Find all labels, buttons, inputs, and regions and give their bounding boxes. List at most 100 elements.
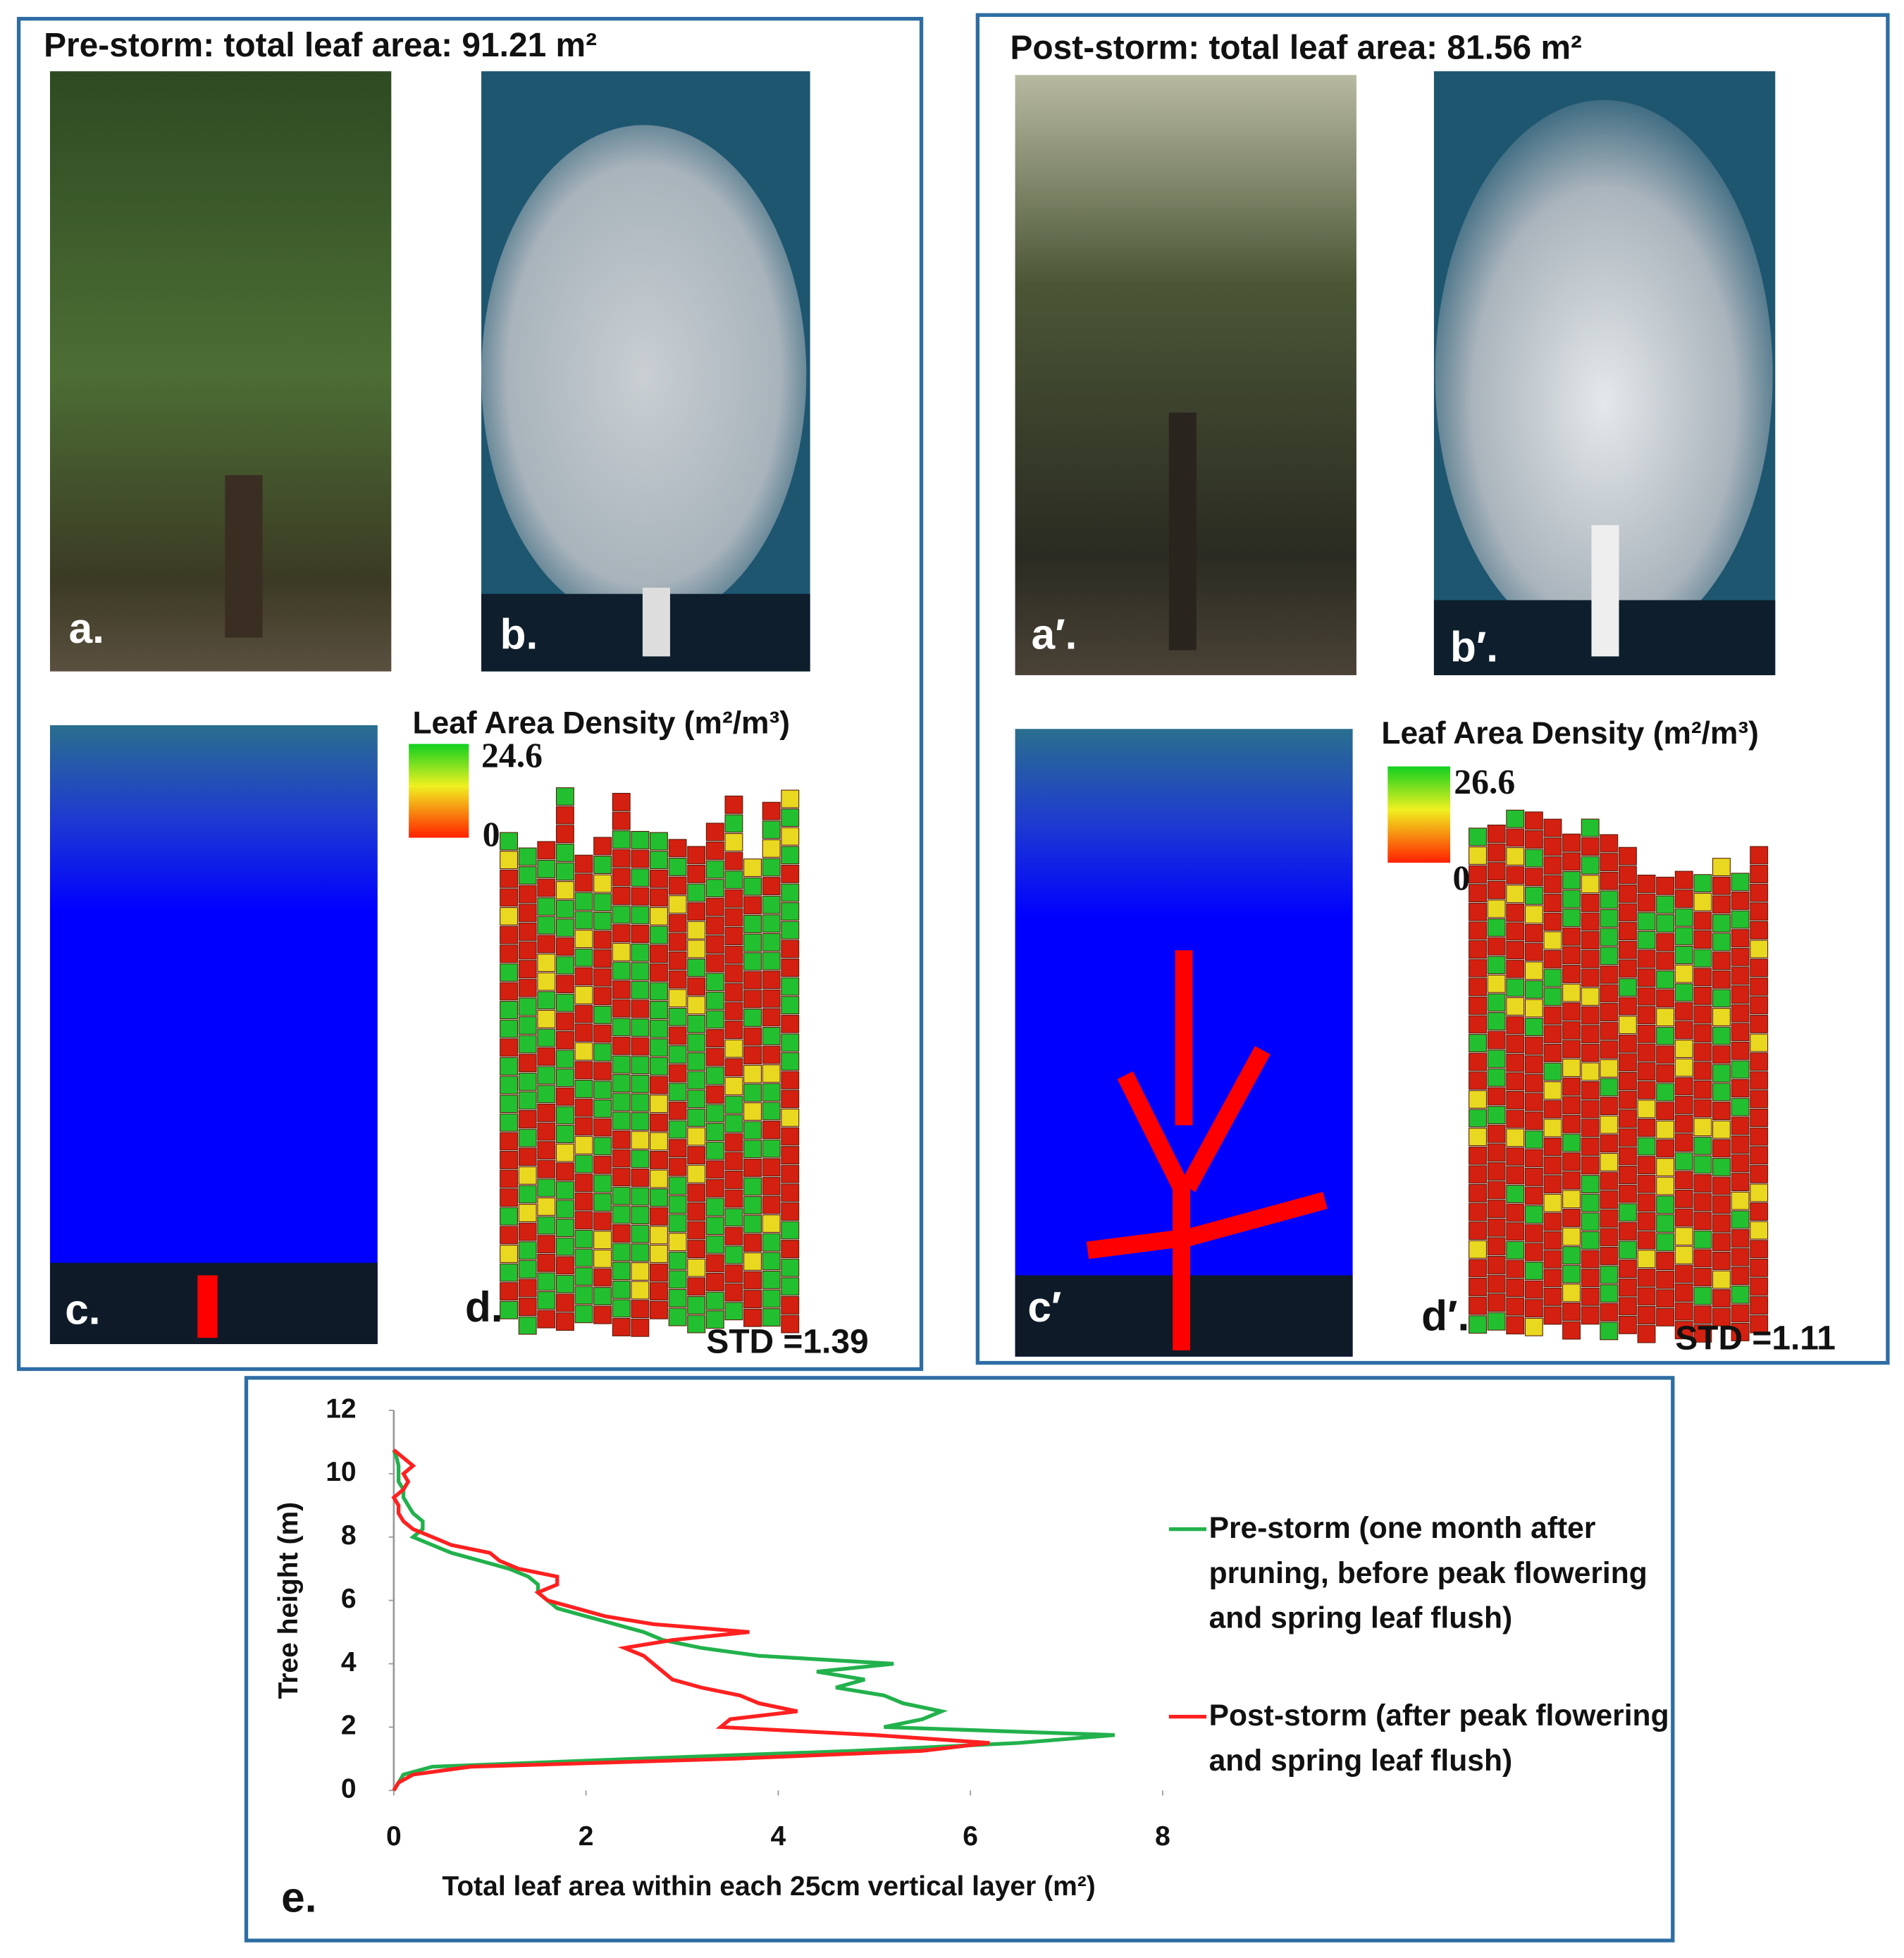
voxel <box>1562 965 1581 983</box>
voxel <box>1562 1227 1581 1246</box>
voxel <box>1506 1090 1525 1109</box>
voxel <box>1506 1035 1525 1054</box>
voxel <box>1693 874 1712 893</box>
voxel <box>1581 1006 1600 1025</box>
voxel <box>1506 1185 1525 1203</box>
voxel <box>1487 824 1506 843</box>
voxel <box>1637 893 1656 912</box>
voxel <box>724 1076 743 1095</box>
voxel <box>705 879 724 898</box>
voxel <box>1712 1251 1731 1270</box>
voxel <box>705 991 724 1010</box>
voxel <box>1731 1210 1750 1229</box>
voxel <box>631 906 650 925</box>
voxel <box>612 1036 631 1055</box>
voxel <box>1637 1100 1656 1119</box>
voxel <box>687 1127 706 1146</box>
voxel <box>743 1308 762 1327</box>
voxel <box>555 806 574 825</box>
voxel <box>724 1152 743 1171</box>
voxel <box>1674 946 1693 964</box>
voxel <box>1750 977 1769 996</box>
voxel <box>650 1226 668 1245</box>
voxel <box>537 935 556 954</box>
voxel <box>668 1307 687 1326</box>
y-tick-label: 0 <box>341 1774 357 1804</box>
voxel <box>537 841 556 860</box>
voxel <box>1469 1015 1487 1034</box>
voxel <box>518 960 537 979</box>
voxel <box>705 1273 724 1291</box>
voxel <box>762 1176 781 1195</box>
voxel <box>1600 1078 1619 1097</box>
voxel <box>1674 1171 1693 1190</box>
voxel <box>1674 908 1693 927</box>
voxel <box>668 1214 687 1233</box>
voxel <box>1600 871 1619 890</box>
voxel <box>631 1131 650 1150</box>
voxel <box>574 1211 593 1230</box>
voxel <box>743 1158 762 1177</box>
voxel <box>518 1072 537 1091</box>
voxel <box>1487 956 1506 975</box>
voxel <box>555 1031 574 1049</box>
voxel <box>593 1231 612 1250</box>
voxel <box>1487 1124 1506 1143</box>
voxel <box>1693 968 1712 987</box>
voxel <box>1693 1324 1712 1343</box>
voxel <box>781 977 800 996</box>
voxel <box>1618 1016 1637 1035</box>
voxel <box>500 1132 519 1151</box>
voxel <box>1543 1175 1562 1194</box>
voxel <box>593 1212 612 1231</box>
voxel <box>631 1262 650 1281</box>
voxel <box>1731 1116 1750 1135</box>
voxel <box>1487 1181 1506 1200</box>
voxel <box>1712 1026 1731 1045</box>
voxel <box>1750 959 1769 978</box>
voxel <box>1712 989 1731 1008</box>
voxel <box>518 1316 537 1335</box>
voxel <box>518 1185 537 1204</box>
voxel <box>612 849 631 868</box>
voxel <box>1712 1064 1731 1083</box>
voxel <box>1469 1146 1487 1165</box>
voxel <box>762 895 781 914</box>
voxel <box>1581 1287 1600 1306</box>
voxel <box>1524 999 1543 1018</box>
voxel <box>724 1133 743 1152</box>
voxel <box>1712 876 1731 895</box>
voxel <box>705 1141 724 1160</box>
voxel <box>1524 1073 1543 1092</box>
voxel <box>668 895 687 914</box>
voxel <box>1693 949 1712 968</box>
voxel <box>687 1014 706 1033</box>
voxel <box>1693 1080 1712 1099</box>
voxel <box>1731 1304 1750 1323</box>
voxel <box>612 1074 631 1093</box>
voxel <box>518 885 537 904</box>
voxel <box>1487 1143 1506 1162</box>
voxel <box>724 1095 743 1114</box>
voxel <box>1524 1130 1543 1149</box>
voxel <box>555 1106 574 1125</box>
voxel <box>612 924 631 943</box>
voxel <box>1506 1072 1525 1091</box>
voxel <box>537 1310 556 1329</box>
voxel <box>612 868 631 887</box>
voxel <box>555 956 574 975</box>
voxel <box>1656 1083 1675 1102</box>
voxel <box>631 925 650 943</box>
voxel <box>1731 1135 1750 1154</box>
voxel <box>705 1160 724 1179</box>
voxel <box>781 940 800 959</box>
voxel <box>574 930 593 949</box>
voxel <box>1637 1212 1656 1231</box>
voxel <box>1469 827 1487 846</box>
voxel <box>500 1057 519 1076</box>
voxel <box>781 1221 800 1240</box>
voxel <box>1562 1077 1581 1096</box>
voxel <box>1656 932 1675 952</box>
voxel <box>1562 1021 1581 1040</box>
